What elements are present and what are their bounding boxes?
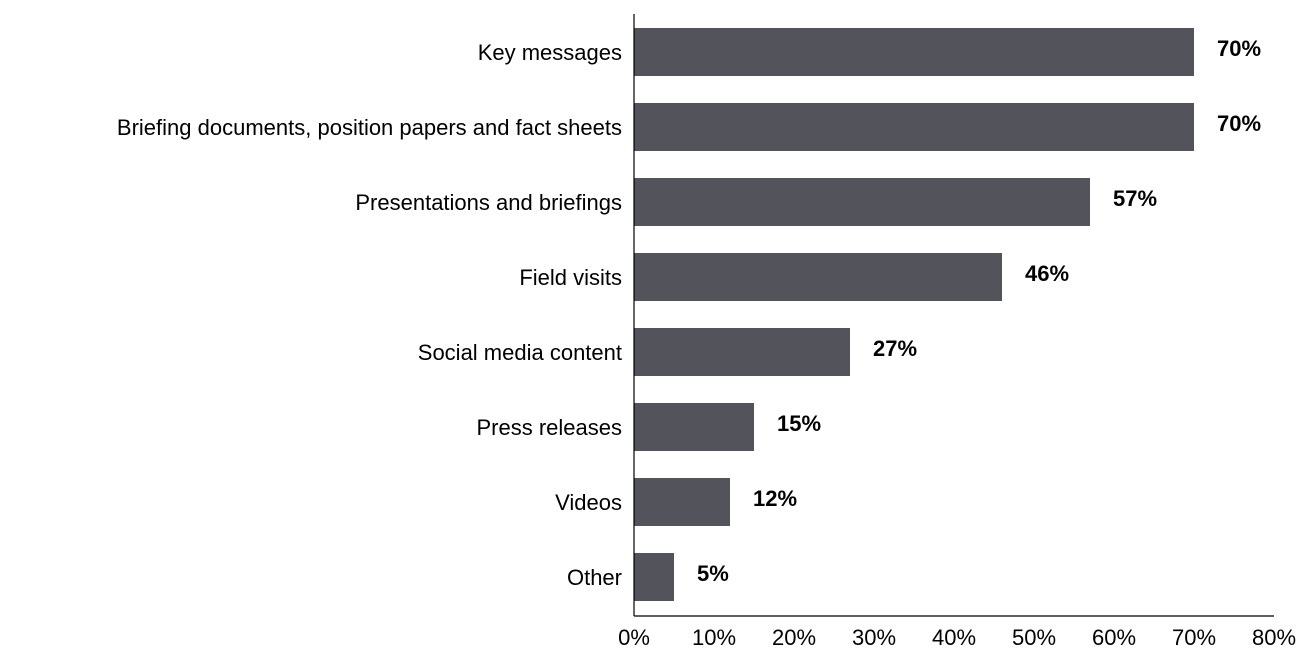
bar	[634, 253, 1002, 301]
bar	[634, 328, 850, 376]
x-tick-label: 30%	[852, 625, 896, 650]
data-label: 5%	[697, 561, 729, 586]
x-tick-label: 70%	[1172, 625, 1216, 650]
category-label: Presentations and briefings	[355, 190, 622, 215]
category-label: Press releases	[476, 415, 622, 440]
x-tick-label: 40%	[932, 625, 976, 650]
x-tick-label: 80%	[1252, 625, 1296, 650]
data-label: 70%	[1217, 36, 1261, 61]
bar	[634, 478, 730, 526]
bar	[634, 403, 754, 451]
category-label: Social media content	[418, 340, 622, 365]
data-label: 27%	[873, 336, 917, 361]
bar	[634, 178, 1090, 226]
category-label: Videos	[555, 490, 622, 515]
category-label: Other	[567, 565, 622, 590]
category-label: Briefing documents, position papers and …	[117, 115, 622, 140]
data-label: 70%	[1217, 111, 1261, 136]
x-tick-label: 20%	[772, 625, 816, 650]
data-label: 46%	[1025, 261, 1069, 286]
bar	[634, 103, 1194, 151]
category-labels-group: Key messages Briefing documents, position…	[117, 40, 622, 590]
bar	[634, 28, 1194, 76]
data-labels-group: 70% 70% 57% 46% 27% 15% 12% 5%	[697, 36, 1261, 586]
x-tick-label: 50%	[1012, 625, 1056, 650]
category-label: Key messages	[478, 40, 622, 65]
data-label: 12%	[753, 486, 797, 511]
bars-group	[634, 28, 1194, 601]
bar	[634, 553, 674, 601]
data-label: 15%	[777, 411, 821, 436]
category-label: Field visits	[519, 265, 622, 290]
x-tick-labels-group: 0% 10% 20% 30% 40% 50% 60% 70% 80%	[618, 625, 1296, 650]
x-tick-label: 0%	[618, 625, 650, 650]
x-tick-label: 10%	[692, 625, 736, 650]
data-label: 57%	[1113, 186, 1157, 211]
x-tick-label: 60%	[1092, 625, 1136, 650]
